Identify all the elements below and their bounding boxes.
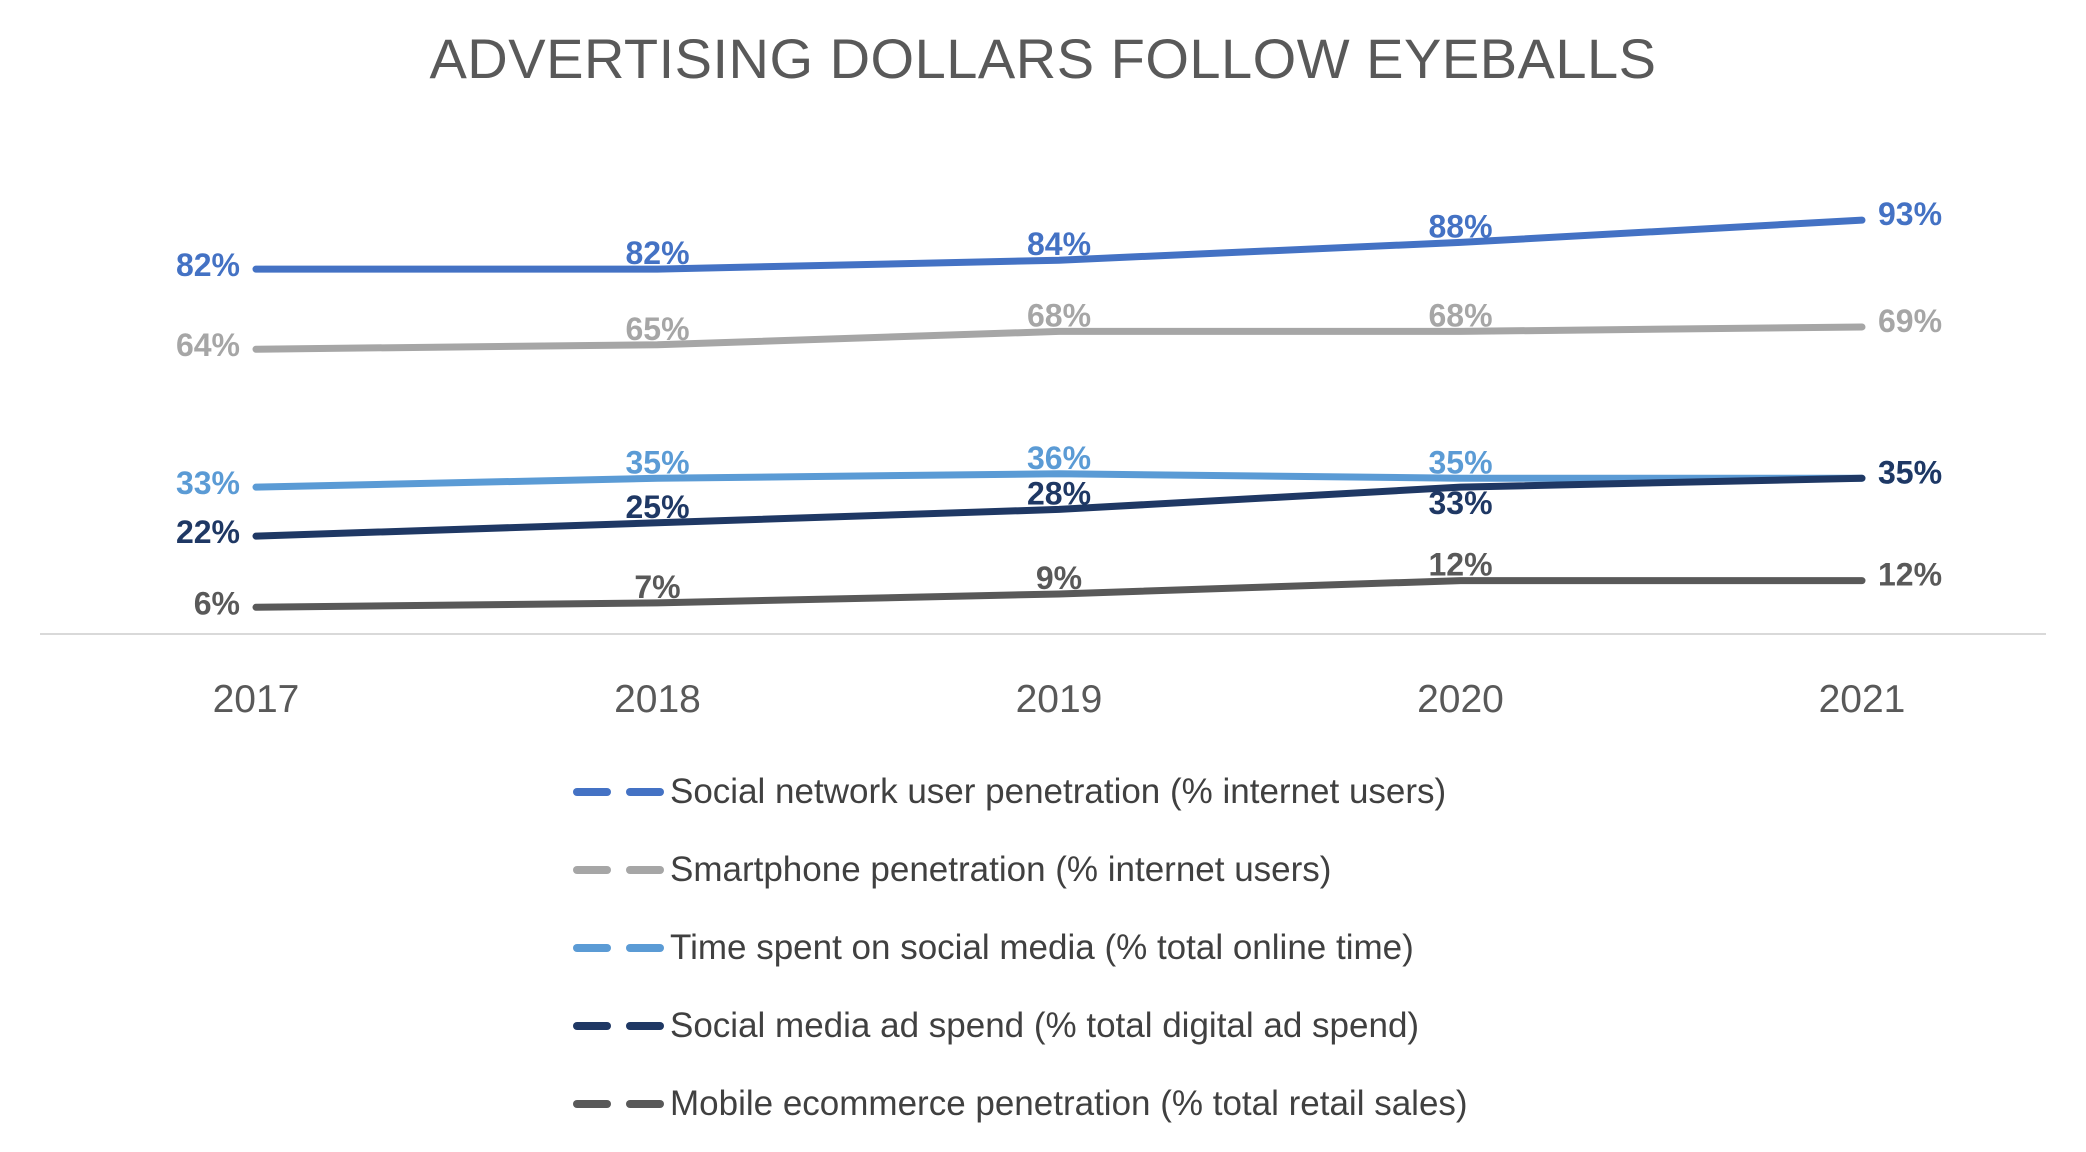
data-label: 35% [1878, 454, 1942, 490]
series-line-0 [252, 216, 1866, 273]
legend-dash [626, 1100, 664, 1108]
data-label: 69% [1878, 303, 1942, 339]
line-chart: 2017 2018 2019 2020 2021 82% 82% 84% 88% 93% 64% 65… [40, 196, 2046, 721]
legend-dash-icon [573, 788, 664, 796]
legend-dash [573, 788, 611, 796]
data-label: 28% [1027, 475, 1091, 511]
data-label: 22% [176, 514, 240, 550]
legend-item-1: Smartphone penetration (% internet users… [573, 844, 1468, 896]
x-axis-label: 2020 [1417, 678, 1504, 721]
data-label: 84% [1027, 226, 1091, 262]
data-label: 65% [625, 311, 689, 347]
data-label: 35% [625, 444, 689, 480]
legend-item-0: Social network user penetration (% inter… [573, 766, 1468, 818]
data-label: 68% [1027, 297, 1091, 333]
data-label: 7% [634, 569, 680, 605]
data-label: 64% [176, 327, 240, 363]
data-label: 33% [176, 465, 240, 501]
legend-dash [626, 944, 664, 952]
data-label: 88% [1428, 208, 1492, 244]
data-label: 12% [1878, 557, 1942, 593]
data-label: 35% [1428, 444, 1492, 480]
x-axis-label: 2018 [614, 678, 701, 721]
legend-item-label: Social media ad spend (% total digital a… [670, 1006, 1420, 1045]
legend-dash [626, 788, 664, 796]
legend-dash [573, 866, 611, 874]
legend: Social network user penetration (% inter… [573, 766, 1468, 1130]
legend-dash-icon [573, 1100, 664, 1108]
data-label: 68% [1428, 297, 1492, 333]
legend-dash-icon [573, 944, 664, 952]
legend-dash [626, 1022, 664, 1030]
data-label: 25% [625, 489, 689, 525]
series-line-1 [252, 323, 1866, 353]
data-label: 9% [1036, 560, 1082, 596]
series-line-3 [252, 474, 1866, 540]
x-axis-label: 2021 [1819, 678, 1906, 721]
legend-item-2: Time spent on social media (% total onli… [573, 922, 1468, 974]
legend-dash-icon [573, 866, 664, 874]
x-axis-label: 2017 [213, 678, 300, 721]
legend-dash-icon [573, 1022, 664, 1030]
data-label: 12% [1428, 547, 1492, 583]
legend-item-label: Social network user penetration (% inter… [670, 772, 1447, 811]
legend-dash [573, 1100, 611, 1108]
data-label: 33% [1428, 485, 1492, 521]
x-axis-label: 2019 [1016, 678, 1103, 721]
legend-item-3: Social media ad spend (% total digital a… [573, 1000, 1468, 1052]
legend-dash [573, 944, 611, 952]
data-label: 6% [194, 585, 240, 621]
legend-dash [573, 1022, 611, 1030]
legend-item-4: Mobile ecommerce penetration (% total re… [573, 1078, 1468, 1130]
legend-item-label: Smartphone penetration (% internet users… [670, 850, 1332, 889]
data-label: 82% [625, 235, 689, 271]
legend-item-label: Mobile ecommerce penetration (% total re… [670, 1084, 1468, 1123]
legend-item-label: Time spent on social media (% total onli… [670, 928, 1414, 967]
data-label: 36% [1027, 440, 1091, 476]
data-label: 82% [176, 247, 240, 283]
data-label: 93% [1878, 196, 1942, 232]
data-label: 35% [1878, 454, 1942, 490]
chart-title: ADVERTISING DOLLARS FOLLOW EYEBALLS [429, 27, 1657, 90]
series-line-4 [252, 577, 1866, 611]
legend-dash [626, 866, 664, 874]
series-line-2 [252, 470, 1866, 491]
